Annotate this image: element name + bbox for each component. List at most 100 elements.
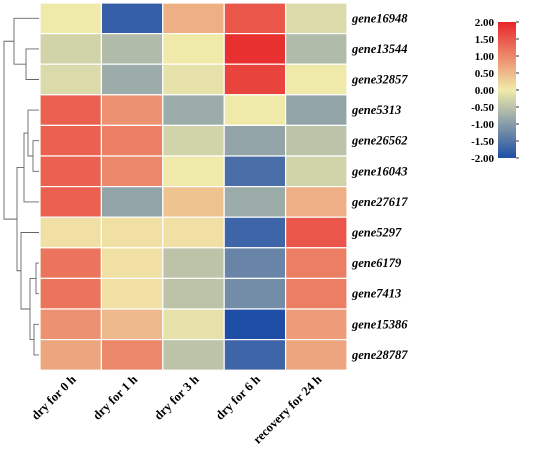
row-label: gene5297: [351, 226, 402, 240]
heatmap-cell: [223, 32, 287, 65]
heatmap-cell: [223, 308, 287, 341]
dendrogram-branch: [32, 140, 39, 172]
heatmap-cell: [100, 2, 164, 35]
column-label: dry for 6 h: [213, 372, 263, 422]
heatmap-cell: [285, 155, 348, 188]
heatmap-cell: [100, 186, 164, 218]
colorbar-tick-label: 1.50: [475, 34, 495, 46]
heatmap-cell: [285, 186, 348, 218]
row-label: gene16948: [351, 11, 408, 25]
heatmap-cell: [285, 339, 348, 371]
heatmap-cell: [100, 63, 164, 96]
heatmap-cell: [223, 339, 287, 371]
colorbar-tick-label: 0.50: [475, 68, 495, 80]
dendrogram-branch: [25, 48, 39, 80]
heatmap-cell: [100, 247, 164, 280]
colorbar-gradient: [498, 22, 516, 158]
heatmap-cell: [39, 155, 103, 188]
heatmap-cell: [223, 63, 287, 96]
heatmap-cell: [285, 32, 348, 65]
row-label: gene32857: [351, 73, 408, 87]
heatmap-cell: [223, 186, 287, 218]
column-label: dry for 3 h: [151, 372, 201, 422]
heatmap-cell: [285, 308, 348, 341]
row-label: gene7413: [351, 287, 401, 301]
heatmap-cell: [39, 63, 103, 96]
heatmap-cell: [285, 216, 348, 249]
heatmap-cell: [223, 94, 287, 127]
heatmap-cell: [162, 2, 225, 35]
heatmap-cell: [162, 339, 225, 371]
dendrogram-branch: [13, 17, 39, 65]
row-label: gene28787: [351, 348, 408, 362]
colorbar-tick-label: -0.50: [471, 102, 494, 114]
heatmap-cell: [100, 308, 164, 341]
heatmap-cell: [39, 247, 103, 280]
heatmap-cell: [223, 216, 287, 249]
heatmap-cell: [39, 94, 103, 127]
heatmap-cell: [39, 216, 103, 249]
heatmap-cell: [39, 308, 103, 341]
heatmap-cell: [39, 339, 103, 371]
heatmap-cell: [39, 186, 103, 218]
colorbar-tick-label: 1.00: [475, 51, 495, 63]
colorbar-tick-label: -1.00: [471, 119, 494, 131]
heatmap-cell: [39, 2, 103, 35]
heatmap-cell: [100, 216, 164, 249]
heatmap-cell: [162, 155, 225, 188]
heatmap-cell: [162, 216, 225, 249]
row-label: gene13544: [351, 42, 408, 56]
row-label: gene27617: [351, 195, 408, 209]
dendrogram-branch: [27, 109, 39, 157]
heatmap-cell: [223, 247, 287, 280]
dendrogram-branch: [35, 262, 39, 295]
heatmap-cell: [39, 277, 103, 310]
colorbar: 2.00 1.50 1.00 0.50 0.00 -0.50 -1.00 -1.50 -2.00: [471, 17, 519, 165]
heatmap-cell: [162, 124, 225, 157]
row-label: gene6179: [351, 256, 402, 270]
row-labels: gene16948 gene13544 gene32857 gene5313 gene2…: [351, 11, 408, 362]
column-label: dry for 0 h: [29, 372, 79, 422]
row-label: gene5313: [351, 103, 401, 117]
colorbar-tick-label: -2.00: [471, 153, 494, 165]
heatmap-cell: [100, 277, 164, 310]
column-label: dry for 1 h: [90, 372, 140, 422]
dendrogram-branch: [29, 277, 36, 341]
colorbar-tick-label: 2.00: [475, 17, 495, 29]
heatmap-cell: [285, 124, 348, 157]
heatmap-cell: [285, 277, 348, 310]
heatmap-cell: [162, 308, 225, 341]
row-label: gene26562: [351, 134, 408, 148]
heatmap-cell: [223, 124, 287, 157]
heatmap-cell: [100, 155, 164, 188]
heatmap-cell: [162, 186, 225, 218]
row-label: gene16043: [351, 164, 408, 178]
dendrogram-branch: [16, 167, 24, 272]
dendrogram-branch: [3, 40, 17, 220]
heatmap-cell: [223, 277, 287, 310]
colorbar-tick-label: -1.50: [471, 136, 494, 148]
heatmap-cell: [285, 63, 348, 96]
heatmap-cell: [285, 94, 348, 127]
heatmap-cell: [223, 2, 287, 35]
column-labels: dry for 0 h dry for 1 h dry for 3 h dry for…: [29, 372, 325, 446]
heatmap-cell: [162, 94, 225, 127]
dendrogram-branch: [33, 323, 39, 356]
heatmap-cells: [39, 2, 348, 371]
heatmap-cell: [162, 277, 225, 310]
dendrogram-branch: [23, 132, 39, 203]
heatmap-cell: [285, 2, 348, 35]
row-dendrogram: [3, 17, 39, 356]
heatmap-cell: [162, 247, 225, 280]
row-label: gene15386: [351, 317, 408, 331]
colorbar-tick-label: 0.00: [475, 85, 495, 97]
heatmap-cell: [100, 32, 164, 65]
heatmap-cell: [100, 339, 164, 371]
heatmap-cell: [39, 32, 103, 65]
heatmap-cell: [100, 94, 164, 127]
heatmap-cell: [162, 32, 225, 65]
heatmap-cell: [223, 155, 287, 188]
heatmap-cell: [100, 124, 164, 157]
heatmap-cell: [285, 247, 348, 280]
